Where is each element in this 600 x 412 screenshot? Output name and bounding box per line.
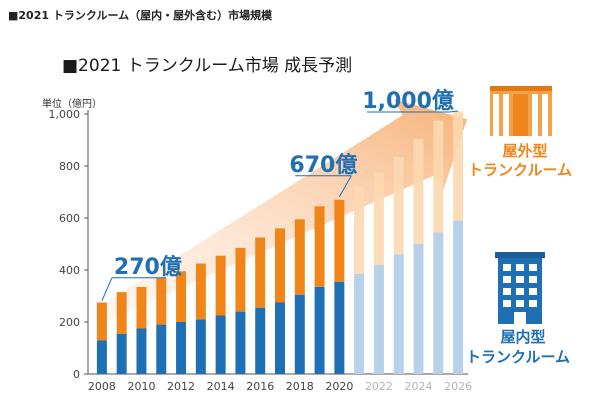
callout-leader: [449, 110, 459, 113]
storage-container-icon: [490, 86, 552, 136]
chart-title: ■2021 トランクルーム市場 成長予測: [62, 56, 352, 76]
bar-outdoor-2010: [136, 286, 147, 329]
x-tick-label: 2020: [325, 380, 353, 393]
bar-series: [96, 111, 464, 374]
bar-outdoor-2025: [433, 120, 444, 233]
bar-indoor-2014: [215, 315, 226, 374]
bar-indoor-2009: [116, 333, 127, 374]
bar-outdoor-2013: [195, 263, 206, 320]
bar-outdoor-2015: [235, 247, 246, 312]
bar-outdoor-2019: [314, 206, 325, 287]
chart-container: ■2021 トランクルーム市場 成長予測 単位（億円） 0 200 400 600 80…: [0, 24, 600, 412]
x-tick-label: 2008: [88, 380, 116, 393]
x-tick-label: 2018: [286, 380, 314, 393]
y-axis-unit-label: 単位（億円）: [42, 97, 102, 110]
callout-label: 670億: [289, 152, 357, 178]
x-tick-label: 2010: [127, 380, 155, 393]
bar-indoor-2017: [275, 302, 285, 374]
bar-outdoor-2014: [215, 255, 226, 316]
bar-outdoor-2012: [176, 271, 187, 322]
bar-outdoor-2024: [413, 138, 424, 244]
legend-outdoor-line1: 屋外型: [502, 142, 547, 160]
bar-indoor-2023: [393, 254, 404, 374]
legend-indoor-line2: トランクルーム: [466, 348, 570, 366]
bar-indoor-2016: [255, 307, 266, 374]
legend-outdoor: 屋外型 トランクルーム: [468, 86, 572, 179]
callouts: 270億 670億 1,000億: [101, 88, 459, 301]
legend-outdoor-line2: トランクルーム: [468, 161, 572, 179]
y-tick-label: 400: [59, 264, 80, 277]
bar-outdoor-2026: [453, 111, 464, 221]
bar-indoor-2025: [433, 232, 444, 374]
bar-outdoor-2018: [294, 219, 305, 295]
bar-indoor-2010: [136, 328, 147, 374]
bar-indoor-2026: [453, 220, 464, 374]
x-tick-label: 2022: [365, 380, 393, 393]
bar-outdoor-2017: [275, 228, 285, 303]
x-tick-label: 2014: [207, 380, 235, 393]
bar-indoor-2012: [176, 322, 187, 374]
callout-label: 1,000億: [362, 88, 454, 114]
bar-outdoor-2011: [156, 277, 167, 325]
bar-indoor-2024: [413, 244, 424, 374]
callout-leader: [338, 175, 352, 198]
bar-indoor-2011: [156, 324, 167, 374]
y-tick-label: 200: [59, 316, 80, 329]
y-tick-label: 0: [73, 368, 80, 381]
bar-outdoor-2021: [354, 186, 365, 274]
x-tick-label: 2026: [444, 380, 472, 393]
bar-outdoor-2023: [393, 156, 404, 255]
x-tick-label: 2024: [405, 380, 433, 393]
growth-arrow: [98, 99, 467, 322]
x-axis: 2008 2010 2012 2014 2016 2018 2020 2022 2024 2026: [88, 380, 472, 393]
callout-leader: [101, 277, 113, 301]
bar-indoor-2008: [96, 340, 107, 374]
bar-indoor-2015: [235, 311, 246, 374]
y-tick-label: 1,000: [49, 108, 81, 121]
growth-chart: ■2021 トランクルーム市場 成長予測 単位（億円） 0 200 400 600 80…: [42, 56, 572, 393]
bar-outdoor-2020: [334, 199, 345, 282]
bar-indoor-2021: [354, 273, 365, 374]
y-tick-label: 600: [59, 212, 80, 225]
y-tick-label: 800: [59, 160, 80, 173]
bar-outdoor-2008: [96, 302, 107, 341]
bar-outdoor-2022: [373, 172, 384, 265]
bar-outdoor-2009: [116, 292, 127, 334]
bar-indoor-2022: [373, 264, 384, 374]
legend-indoor: 屋内型 トランクルーム: [466, 252, 570, 366]
x-tick-label: 2012: [167, 380, 195, 393]
bar-indoor-2013: [195, 319, 206, 374]
bar-indoor-2018: [294, 294, 305, 374]
callout-label: 270億: [114, 254, 182, 280]
page-heading: ■2021 トランクルーム（屋内・屋外含む）市場規模: [8, 9, 273, 22]
office-building-icon: [495, 252, 545, 324]
bar-outdoor-2016: [255, 237, 266, 308]
bar-indoor-2020: [334, 281, 345, 374]
x-tick-label: 2016: [246, 380, 274, 393]
legend-indoor-line1: 屋内型: [500, 328, 545, 346]
bar-indoor-2019: [314, 286, 325, 374]
growth-arrow-shape: [98, 99, 467, 322]
